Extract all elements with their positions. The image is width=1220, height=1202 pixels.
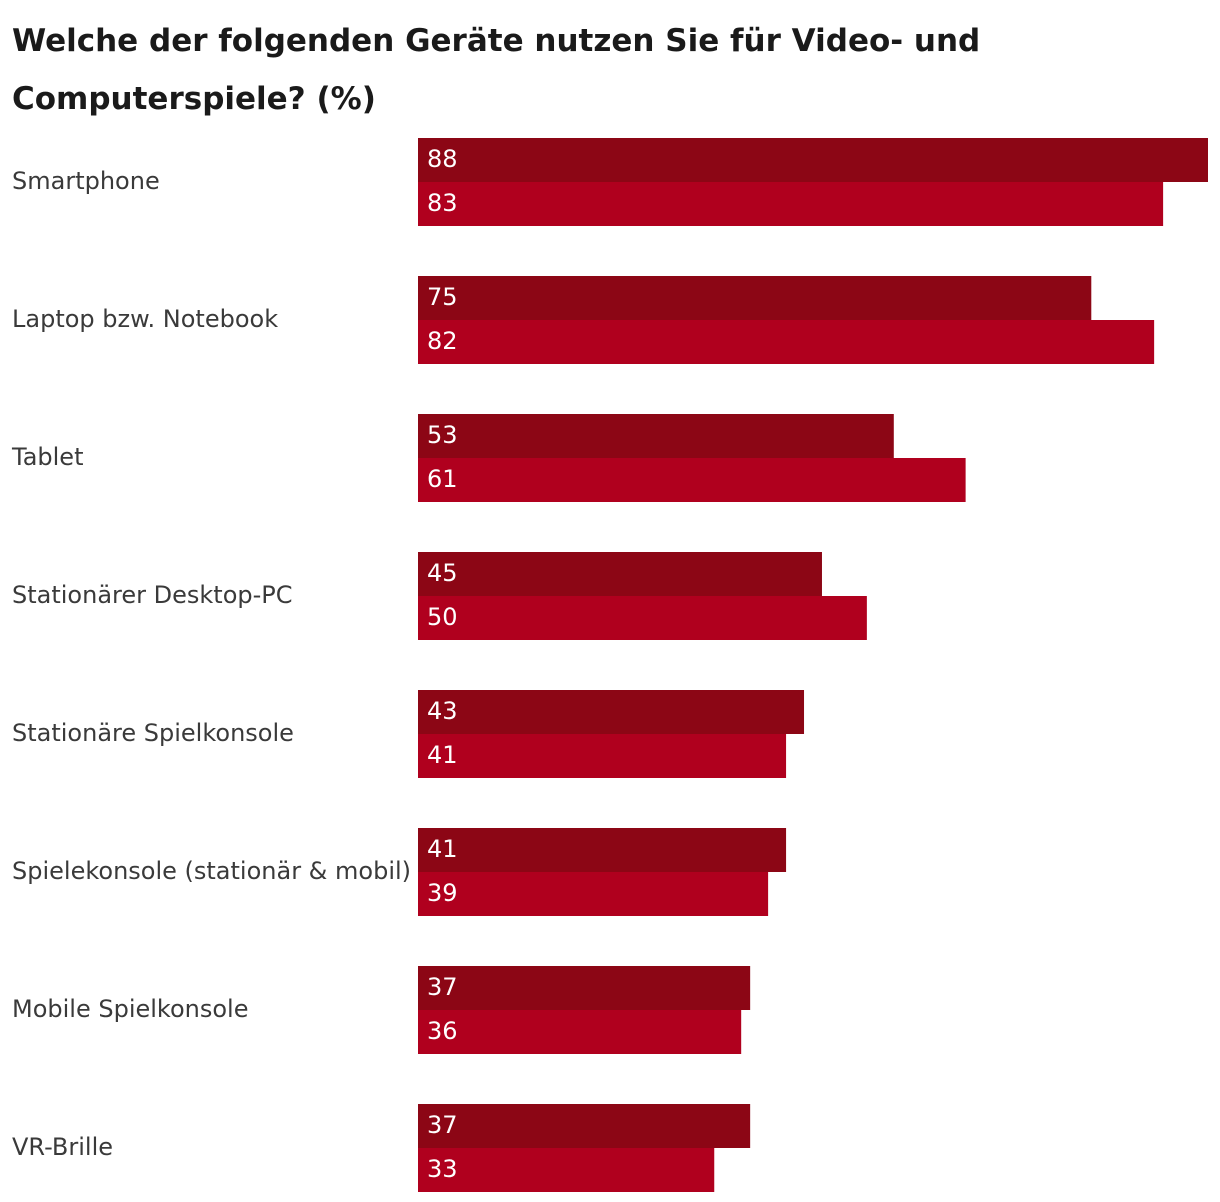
- bar-value-label: 88: [427, 145, 458, 173]
- bar-series-2: [418, 872, 769, 916]
- bar-series-1: [418, 276, 1092, 320]
- category-label: VR-Brille: [12, 1133, 113, 1161]
- bar-value-label: 50: [427, 603, 458, 631]
- bar-series-1: [418, 414, 894, 458]
- bar-value-label: 41: [427, 741, 458, 769]
- bar-series-1: [418, 966, 751, 1010]
- bar-series-2: [418, 458, 966, 502]
- bar-value-label: 41: [427, 835, 458, 863]
- bar-series-1: [418, 1104, 751, 1148]
- category-label: Mobile Spielkonsole: [12, 995, 248, 1023]
- bar-series-2: [418, 596, 867, 640]
- bar-value-label: 61: [427, 465, 458, 493]
- bar-series-1: [418, 138, 1208, 182]
- bar-value-label: 45: [427, 559, 458, 587]
- bar-value-label: 39: [427, 879, 458, 907]
- bar-series-2: [418, 1148, 715, 1192]
- bar-value-label: 33: [427, 1155, 458, 1183]
- bar-series-2: [418, 1010, 742, 1054]
- category-label: Tablet: [11, 443, 83, 471]
- bar-value-label: 37: [427, 973, 458, 1001]
- bar-value-label: 43: [427, 697, 458, 725]
- category-label: Stationäre Spielkonsole: [12, 719, 294, 747]
- bar-value-label: 82: [427, 327, 458, 355]
- bar-value-label: 83: [427, 189, 458, 217]
- category-label: Laptop bzw. Notebook: [12, 305, 278, 333]
- category-label: Smartphone: [12, 167, 160, 195]
- bar-series-2: [418, 734, 787, 778]
- bar-series-1: [418, 690, 805, 734]
- category-label: Stationärer Desktop-PC: [12, 581, 293, 609]
- chart-title: Welche der folgenden Geräte nutzen Sie f…: [12, 23, 981, 117]
- bar-value-label: 36: [427, 1017, 458, 1045]
- category-label: Spielekonsole (stationär & mobil): [12, 857, 411, 885]
- bar-series-1: [418, 552, 822, 596]
- bar-series-1: [418, 828, 787, 872]
- bar-series-2: [418, 320, 1155, 364]
- bar-value-label: 53: [427, 421, 458, 449]
- bar-series-2: [418, 182, 1164, 226]
- bar-value-label: 37: [427, 1111, 458, 1139]
- bar-value-label: 75: [427, 283, 458, 311]
